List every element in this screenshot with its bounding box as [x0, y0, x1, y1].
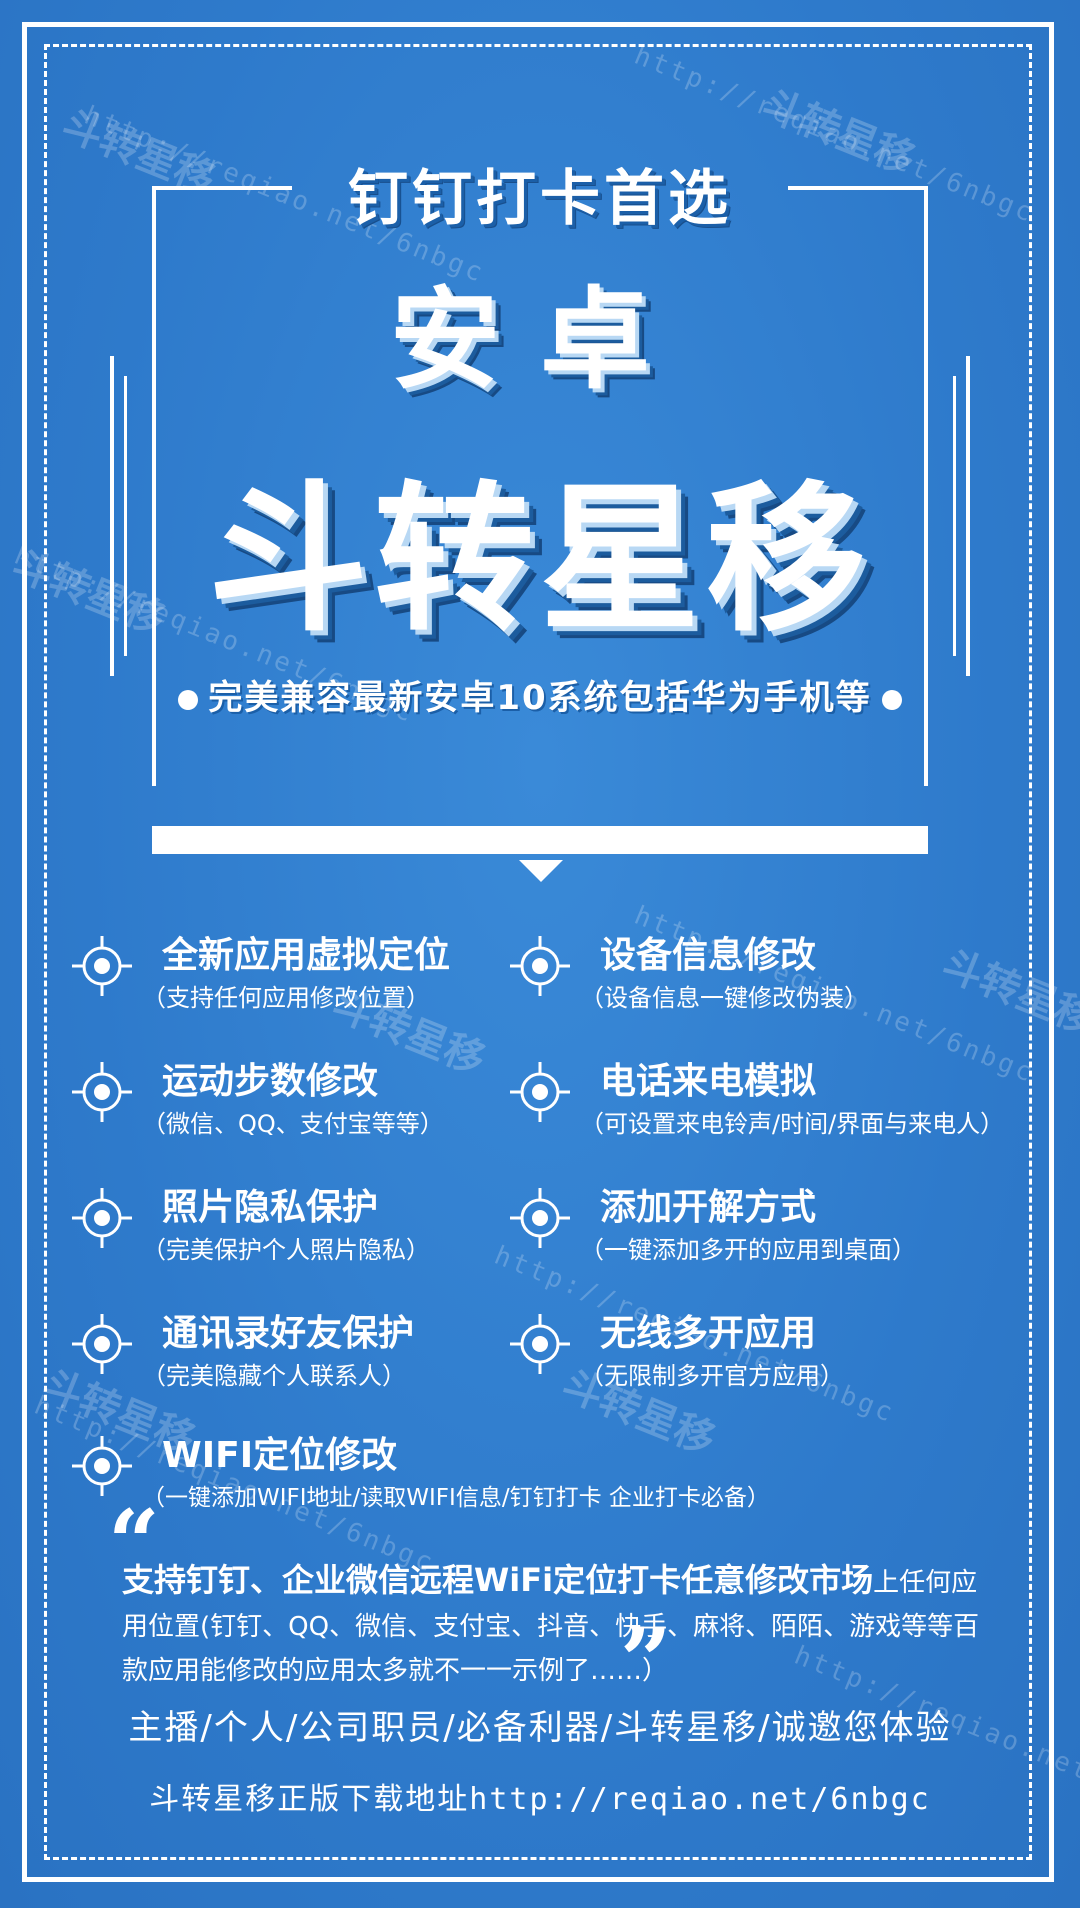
header-box-left-line: [152, 186, 156, 786]
open-quote-icon: “: [108, 1490, 160, 1596]
header-box-top-left-line: [152, 186, 292, 190]
title-product-name: 斗转星移: [207, 466, 872, 653]
crosshair-target-icon: [72, 936, 132, 996]
feature-desc: （无限制多开官方应用）: [580, 1362, 844, 1390]
tagline: 钉钉打卡首选: [348, 164, 732, 234]
subtitle: 完美兼容最新安卓10系统包括华为手机等: [0, 670, 1080, 719]
feature-title: 添加开解方式: [600, 1187, 817, 1228]
feature-desc: （支持任何应用修改位置）: [142, 984, 430, 1012]
feature-title: 通讯录好友保护: [162, 1313, 415, 1354]
header-box-top-right-line: [788, 186, 928, 190]
header-box-right-line: [924, 186, 928, 786]
close-quote-icon: ”: [620, 1608, 672, 1714]
feature-item: 全新应用虚拟定位 （支持任何应用修改位置）: [72, 926, 532, 1036]
quote-highlight: 支持钉钉、企业微信远程WiFi定位打卡任意修改市场: [122, 1561, 874, 1599]
feature-item: 运动步数修改 （微信、QQ、支付宝等等）: [72, 1052, 532, 1162]
feature-item: 照片隐私保护 （完美保护个人照片隐私）: [72, 1178, 532, 1288]
download-link[interactable]: http://reqiao.net/6nbgc: [469, 1782, 931, 1817]
quote-paragraph: 支持钉钉、企业微信远程WiFi定位打卡任意修改市场上任何应用位置(钉钉、QQ、微…: [122, 1558, 982, 1693]
feature-item: WIFI定位修改 （一键添加WIFI地址/读取WIFI信息/钉钉打卡 企业打卡必…: [72, 1426, 952, 1536]
quote-body: 上任何应用位置(钉钉、QQ、微信、支付宝、抖音、快手、麻将、陌陌、游戏等等百款应…: [122, 1568, 980, 1686]
side-line-left-1: [110, 356, 114, 676]
feature-item: 无线多开应用 （无限制多开官方应用）: [510, 1304, 970, 1414]
feature-desc: （可设置来电铃声/时间/界面与来电人）: [580, 1110, 1005, 1138]
feature-title: 设备信息修改: [600, 935, 817, 976]
crosshair-target-icon: [72, 1188, 132, 1248]
banner-bar: [152, 826, 928, 854]
download-label: 斗转星移正版下载地址: [149, 1782, 470, 1817]
feature-desc: （微信、QQ、支付宝等等）: [142, 1110, 444, 1138]
feature-title: 无线多开应用: [600, 1313, 817, 1354]
feature-desc: （完美隐藏个人联系人）: [142, 1362, 406, 1390]
crosshair-target-icon: [510, 936, 570, 996]
side-line-left-2: [124, 376, 127, 656]
audience-line: 主播/个人/公司职员/必备利器/斗转星移/诚邀您体验: [128, 1708, 952, 1748]
feature-title: 照片隐私保护: [162, 1187, 379, 1228]
download-line: 斗转星移正版下载地址http://reqiao.net/6nbgc: [0, 1774, 1080, 1818]
crosshair-target-icon: [510, 1062, 570, 1122]
side-line-right-1: [966, 356, 970, 676]
feature-title: 电话来电模拟: [600, 1061, 817, 1102]
outer-frame: [22, 22, 1054, 1882]
dot-icon: [178, 689, 199, 710]
feature-desc: （一键添加WIFI地址/读取WIFI信息/钉钉打卡 企业打卡必备）: [142, 1485, 770, 1511]
feature-item: 电话来电模拟 （可设置来电铃声/时间/界面与来电人）: [510, 1052, 1004, 1162]
subtitle-text: 完美兼容最新安卓10系统包括华为手机等: [208, 678, 872, 718]
crosshair-target-icon: [510, 1314, 570, 1374]
feature-item: 设备信息修改 （设备信息一键修改伪装）: [510, 926, 970, 1036]
crosshair-target-icon: [72, 1314, 132, 1374]
feature-desc: （完美保护个人照片隐私）: [142, 1236, 430, 1264]
dashed-frame: [44, 44, 1032, 1860]
title-android: 安卓: [390, 276, 690, 404]
crosshair-target-icon: [72, 1436, 132, 1496]
feature-desc: （一键添加多开的应用到桌面）: [580, 1236, 916, 1264]
dot-icon: [881, 689, 902, 710]
feature-title: 全新应用虚拟定位: [162, 935, 451, 976]
feature-item: 添加开解方式 （一键添加多开的应用到桌面）: [510, 1178, 970, 1288]
crosshair-target-icon: [72, 1062, 132, 1122]
banner-arrow: [519, 860, 563, 882]
side-line-right-2: [953, 376, 956, 656]
feature-desc: （设备信息一键修改伪装）: [580, 984, 868, 1012]
feature-title: WIFI定位修改: [162, 1435, 398, 1476]
feature-title: 运动步数修改: [162, 1061, 379, 1102]
feature-item: 通讯录好友保护 （完美隐藏个人联系人）: [72, 1304, 532, 1414]
crosshair-target-icon: [510, 1188, 570, 1248]
